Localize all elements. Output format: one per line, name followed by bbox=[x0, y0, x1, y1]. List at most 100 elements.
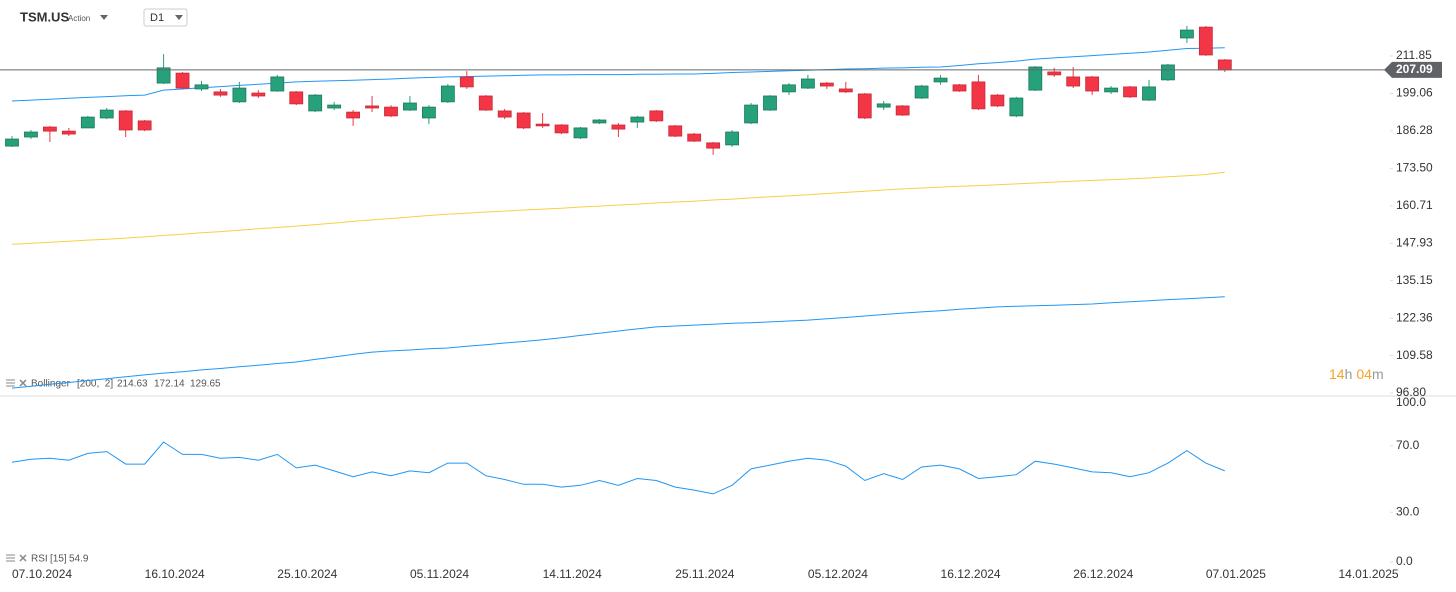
candle-body bbox=[687, 133, 702, 142]
y-tick-label: 100.0 bbox=[1396, 395, 1426, 409]
candle-body bbox=[346, 111, 361, 119]
candle-body bbox=[156, 67, 171, 84]
header: TSM.US Action D1 bbox=[20, 8, 188, 27]
candle-body bbox=[421, 106, 436, 119]
indicator-remove-icon[interactable] bbox=[19, 554, 27, 562]
x-tick-label: 14.01.2025 bbox=[1339, 567, 1399, 581]
x-tick-label: 25.10.2024 bbox=[277, 567, 337, 581]
candle-body bbox=[1009, 97, 1024, 117]
candle-body bbox=[1104, 87, 1118, 93]
candle-body bbox=[440, 85, 455, 103]
countdown-minutes-unit: m bbox=[1372, 366, 1384, 382]
x-tick-label: 16.10.2024 bbox=[145, 567, 205, 581]
indicator-settings-icon[interactable] bbox=[6, 554, 15, 562]
rsi-legend: RSI [15] 54.9 bbox=[6, 554, 89, 565]
candle-body bbox=[649, 110, 664, 122]
y-tick-label: 147.93 bbox=[1396, 235, 1433, 249]
x-tick-label: 26.12.2024 bbox=[1073, 567, 1133, 581]
x-tick-label: 05.12.2024 bbox=[808, 567, 868, 581]
candle-body bbox=[1066, 76, 1081, 87]
y-tick-label: 109.58 bbox=[1396, 348, 1433, 362]
candle-body bbox=[668, 125, 683, 137]
candle-body bbox=[573, 127, 588, 139]
candle-body bbox=[175, 72, 190, 89]
plot-layer: 96.80 109.58 122.36 135.15 147.93 160.71 173.5… bbox=[0, 25, 1442, 581]
candle-body bbox=[838, 88, 853, 93]
y-tick-label: 173.50 bbox=[1396, 161, 1433, 175]
candle-body bbox=[1142, 86, 1156, 101]
indicator-params: [15] bbox=[50, 554, 67, 565]
indicator-line bbox=[11, 171, 1225, 245]
y-tick-label: 70.0 bbox=[1396, 438, 1420, 452]
candle-body bbox=[194, 84, 209, 90]
y-tick-label: 30.0 bbox=[1396, 504, 1420, 518]
candle-body bbox=[384, 106, 398, 117]
candle-body bbox=[137, 120, 152, 131]
indicator-value: 129.65 bbox=[190, 379, 221, 390]
x-tick-label: 14.11.2024 bbox=[543, 567, 602, 581]
indicator-name: RSI bbox=[31, 554, 48, 565]
candle-body bbox=[990, 94, 1005, 107]
countdown-minutes: 04 bbox=[1356, 366, 1372, 382]
candle-body bbox=[403, 102, 417, 111]
candle-body bbox=[1217, 59, 1232, 71]
candle-body bbox=[725, 131, 739, 146]
candle-body bbox=[592, 119, 607, 124]
x-tick-label: 07.01.2025 bbox=[1206, 567, 1266, 581]
y-tick-label: 96.80 bbox=[1396, 385, 1426, 399]
indicator-params: [200, 2] bbox=[77, 379, 113, 390]
candle-body bbox=[933, 77, 948, 83]
candle-body bbox=[478, 95, 493, 111]
x-tick-label: 16.12.2024 bbox=[941, 567, 1001, 581]
timeframe-dropdown bbox=[175, 15, 183, 20]
candle-body bbox=[497, 110, 512, 118]
indicator-line bbox=[11, 441, 1225, 495]
candle-body bbox=[43, 126, 57, 132]
y-tick-label: 122.36 bbox=[1396, 310, 1433, 324]
timeframe-select[interactable] bbox=[143, 8, 188, 27]
last-price-tag bbox=[1384, 61, 1442, 78]
candle-body bbox=[706, 142, 721, 149]
candle-body bbox=[24, 131, 38, 138]
candle-body bbox=[99, 109, 114, 119]
x-tick-label: 07.10.2024 bbox=[12, 567, 72, 581]
indicator-value: 54.9 bbox=[69, 554, 89, 565]
indicator-value: 214.63 bbox=[117, 379, 148, 390]
candle-countdown: 14h 04m bbox=[1329, 366, 1384, 382]
y-tick-label: 199.06 bbox=[1396, 86, 1433, 100]
candle-body bbox=[365, 105, 379, 109]
candle-body bbox=[308, 94, 323, 112]
candle-body bbox=[251, 92, 266, 97]
candle-body bbox=[744, 104, 758, 124]
candle-body bbox=[516, 112, 531, 129]
candle-body bbox=[5, 138, 19, 147]
y-tick-label: 0.0 bbox=[1396, 554, 1413, 568]
y-tick-label: 135.15 bbox=[1396, 273, 1433, 287]
x-tick-label: 25.11.2024 bbox=[675, 567, 734, 581]
candle-body bbox=[630, 116, 645, 123]
candle-body bbox=[971, 81, 986, 110]
candle-body bbox=[763, 95, 777, 111]
last-price-label: 207.09 bbox=[1396, 62, 1433, 76]
candle-body bbox=[270, 76, 285, 92]
candle-body bbox=[554, 124, 569, 134]
y-tick-label: 186.28 bbox=[1396, 123, 1433, 137]
candle-body bbox=[857, 93, 872, 119]
candle-body bbox=[232, 87, 247, 103]
candle-body bbox=[914, 85, 929, 99]
indicator-settings-icon[interactable] bbox=[6, 379, 15, 387]
indicator-remove-icon[interactable] bbox=[19, 379, 27, 387]
candle-body bbox=[118, 110, 133, 131]
candle-body bbox=[876, 103, 891, 108]
candle-body bbox=[213, 91, 228, 96]
candle-body bbox=[1028, 66, 1043, 91]
candle-body bbox=[611, 124, 626, 130]
countdown-hours: 14 bbox=[1329, 366, 1345, 382]
candle-body bbox=[80, 116, 95, 129]
symbol-dropdown[interactable] bbox=[100, 15, 108, 20]
symbol[interactable]: TSM.US bbox=[20, 9, 69, 24]
candle-body bbox=[1198, 26, 1213, 56]
x-tick-label: 05.11.2024 bbox=[410, 567, 469, 581]
candle-body bbox=[895, 105, 910, 116]
timeframe: D1 bbox=[150, 12, 164, 24]
